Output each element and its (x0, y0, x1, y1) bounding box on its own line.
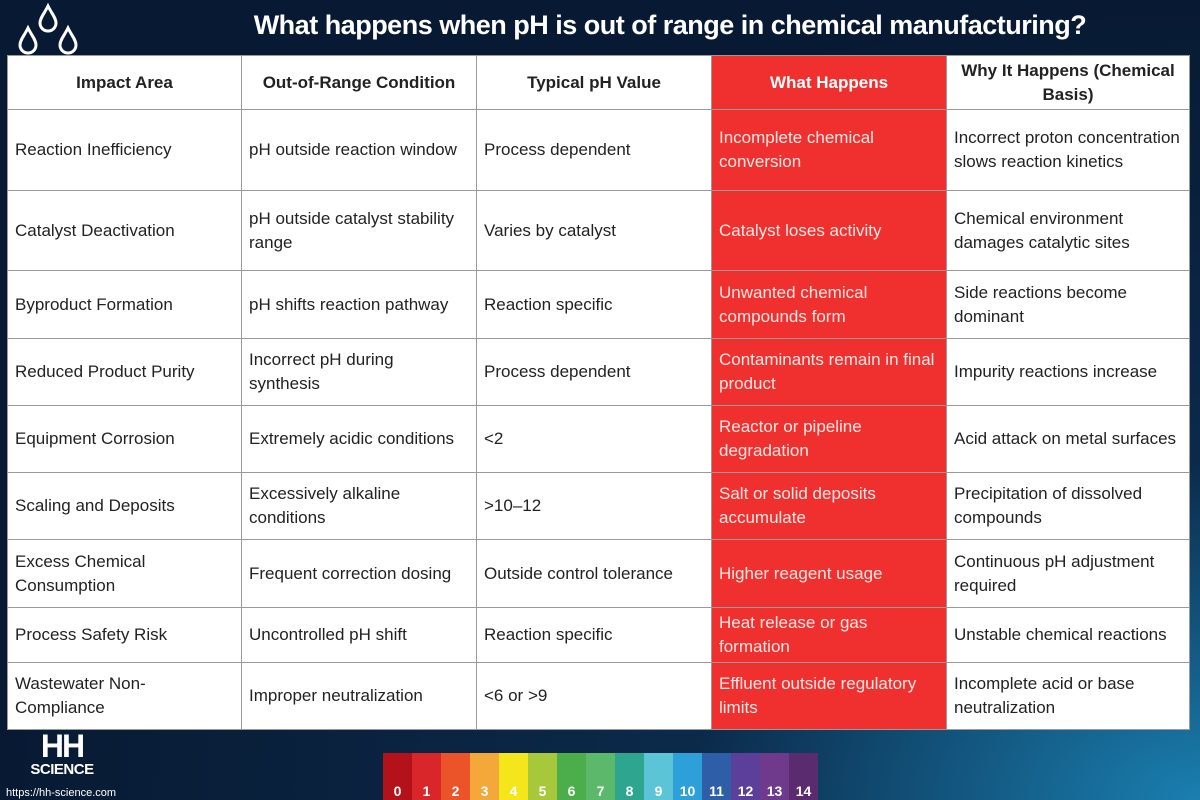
table-cell: Unstable chemical reactions (946, 607, 1190, 663)
table-cell: Incorrect proton concentration slows rea… (946, 109, 1190, 191)
ph-swatch: 12 (731, 753, 760, 800)
ph-swatch: 4 (499, 753, 528, 800)
table-cell: Reactor or pipeline degradation (711, 405, 947, 473)
header-cell: What Happens (711, 55, 947, 110)
table-cell: Process Safety Risk (7, 607, 242, 663)
header-cell: Impact Area (7, 55, 242, 110)
table-cell: Wastewater Non-Compliance (7, 662, 242, 730)
table-cell: Reduced Product Purity (7, 338, 242, 406)
table-cell: Reaction specific (476, 270, 712, 339)
url: https://hh-science.com (6, 787, 117, 799)
table-row: Process Safety Risk Uncontrolled pH shift… (7, 607, 1190, 663)
ph-swatch: 13 (760, 753, 789, 800)
table-cell: Incorrect pH during synthesis (241, 338, 477, 406)
logo-text: HH (40, 728, 85, 764)
ph-swatch: 5 (528, 753, 557, 800)
table-cell: Impurity reactions increase (946, 338, 1190, 406)
table-cell: Process dependent (476, 338, 712, 406)
table-cell: Outside control tolerance (476, 539, 712, 608)
table-body: Reaction Inefficiency pH outside reaction… (7, 109, 1190, 730)
table-cell: Frequent correction dosing (241, 539, 477, 608)
table-row: Equipment Corrosion Extremely acidic cond… (7, 405, 1190, 473)
ph-swatch: 14 (789, 753, 818, 800)
table-cell: Side reactions become dominant (946, 270, 1190, 339)
header-cell: Out-of-Range Condition (241, 55, 477, 110)
table-cell: Scaling and Deposits (7, 472, 242, 540)
ph-swatch: 6 (557, 753, 586, 800)
title: What happens when pH is out of range in … (253, 10, 1087, 40)
table-cell: Catalyst Deactivation (7, 190, 242, 271)
table-row: Reduced Product Purity Incorrect pH durin… (7, 338, 1190, 406)
table-cell: Excess Chemical Consumption (7, 539, 242, 608)
table-cell: >10–12 (476, 472, 712, 540)
ph-swatch: 8 (615, 753, 644, 800)
table-cell: Incomplete chemical conversion (711, 109, 947, 191)
table-cell: Continuous pH adjustment required (946, 539, 1190, 608)
ph-swatch: 1 (412, 753, 441, 800)
table-cell: Extremely acidic conditions (241, 405, 477, 473)
table-row: Catalyst Deactivation pH outside catalyst… (7, 190, 1190, 271)
table-row: Scaling and Deposits Excessively alkaline… (7, 472, 1190, 540)
table-cell: Chemical environment damages catalytic s… (946, 190, 1190, 271)
table-cell: Salt or solid deposits accumulate (711, 472, 947, 540)
table-row: Reaction Inefficiency pH outside reaction… (7, 109, 1190, 191)
table-cell: Reaction Inefficiency (7, 109, 242, 191)
ph-swatch: 9 (644, 753, 673, 800)
table-cell: Contaminants remain in final product (711, 338, 947, 406)
ph-swatch: 7 (586, 753, 615, 800)
header-cell: Typical pH Value (476, 55, 712, 110)
ph-swatch: 10 (673, 753, 702, 800)
table-cell: Uncontrolled pH shift (241, 607, 477, 663)
table-cell: Heat release or gas formation (711, 607, 947, 663)
table-cell: Equipment Corrosion (7, 405, 242, 473)
table-cell: Catalyst loses activity (711, 190, 947, 271)
table-cell: Improper neutralization (241, 662, 477, 730)
ph-swatch: 0 (383, 753, 412, 800)
table-cell: Unwanted chemical compounds form (711, 270, 947, 339)
table-cell: pH shifts reaction pathway (241, 270, 477, 339)
table-cell: Byproduct Formation (7, 270, 242, 339)
drops-icon (18, 2, 78, 55)
table-cell: Effluent outside regulatory limits (711, 662, 947, 730)
ph-swatch: 3 (470, 753, 499, 800)
table-row: Excess Chemical Consumption Frequent corr… (7, 539, 1190, 608)
table-cell: Precipitation of dissolved compounds (946, 472, 1190, 540)
table-row: Byproduct Formation pH shifts reaction pa… (7, 270, 1190, 339)
table-cell: Incomplete acid or base neutralization (946, 662, 1190, 730)
table-cell: Acid attack on metal surfaces (946, 405, 1190, 473)
ph-scale: 0 1 2 3 4 5 6 7 8 9 10 11 12 13 14 (383, 753, 818, 800)
table-row: Wastewater Non-Compliance Improper neutra… (7, 662, 1190, 730)
logo: HH SCIENCE (28, 730, 96, 778)
table-cell: Process dependent (476, 109, 712, 191)
table: Impact Area Out-of-Range Condition Typical… (7, 55, 1190, 730)
table-cell: pH outside reaction window (241, 109, 477, 191)
table-cell: Higher reagent usage (711, 539, 947, 608)
ph-swatch: 2 (441, 753, 470, 800)
table-cell: <2 (476, 405, 712, 473)
table-cell: pH outside catalyst stability range (241, 190, 477, 271)
ph-swatch: 11 (702, 753, 731, 800)
table-cell: <6 or >9 (476, 662, 712, 730)
table-cell: Excessively alkaline conditions (241, 472, 477, 540)
table-cell: Reaction specific (476, 607, 712, 663)
header-row: Impact Area Out-of-Range Condition Typical… (7, 55, 1190, 110)
logo-text: SCIENCE (30, 761, 94, 778)
table-cell: Varies by catalyst (476, 190, 712, 271)
header-cell: Why It Happens (Chemical Basis) (946, 55, 1190, 110)
